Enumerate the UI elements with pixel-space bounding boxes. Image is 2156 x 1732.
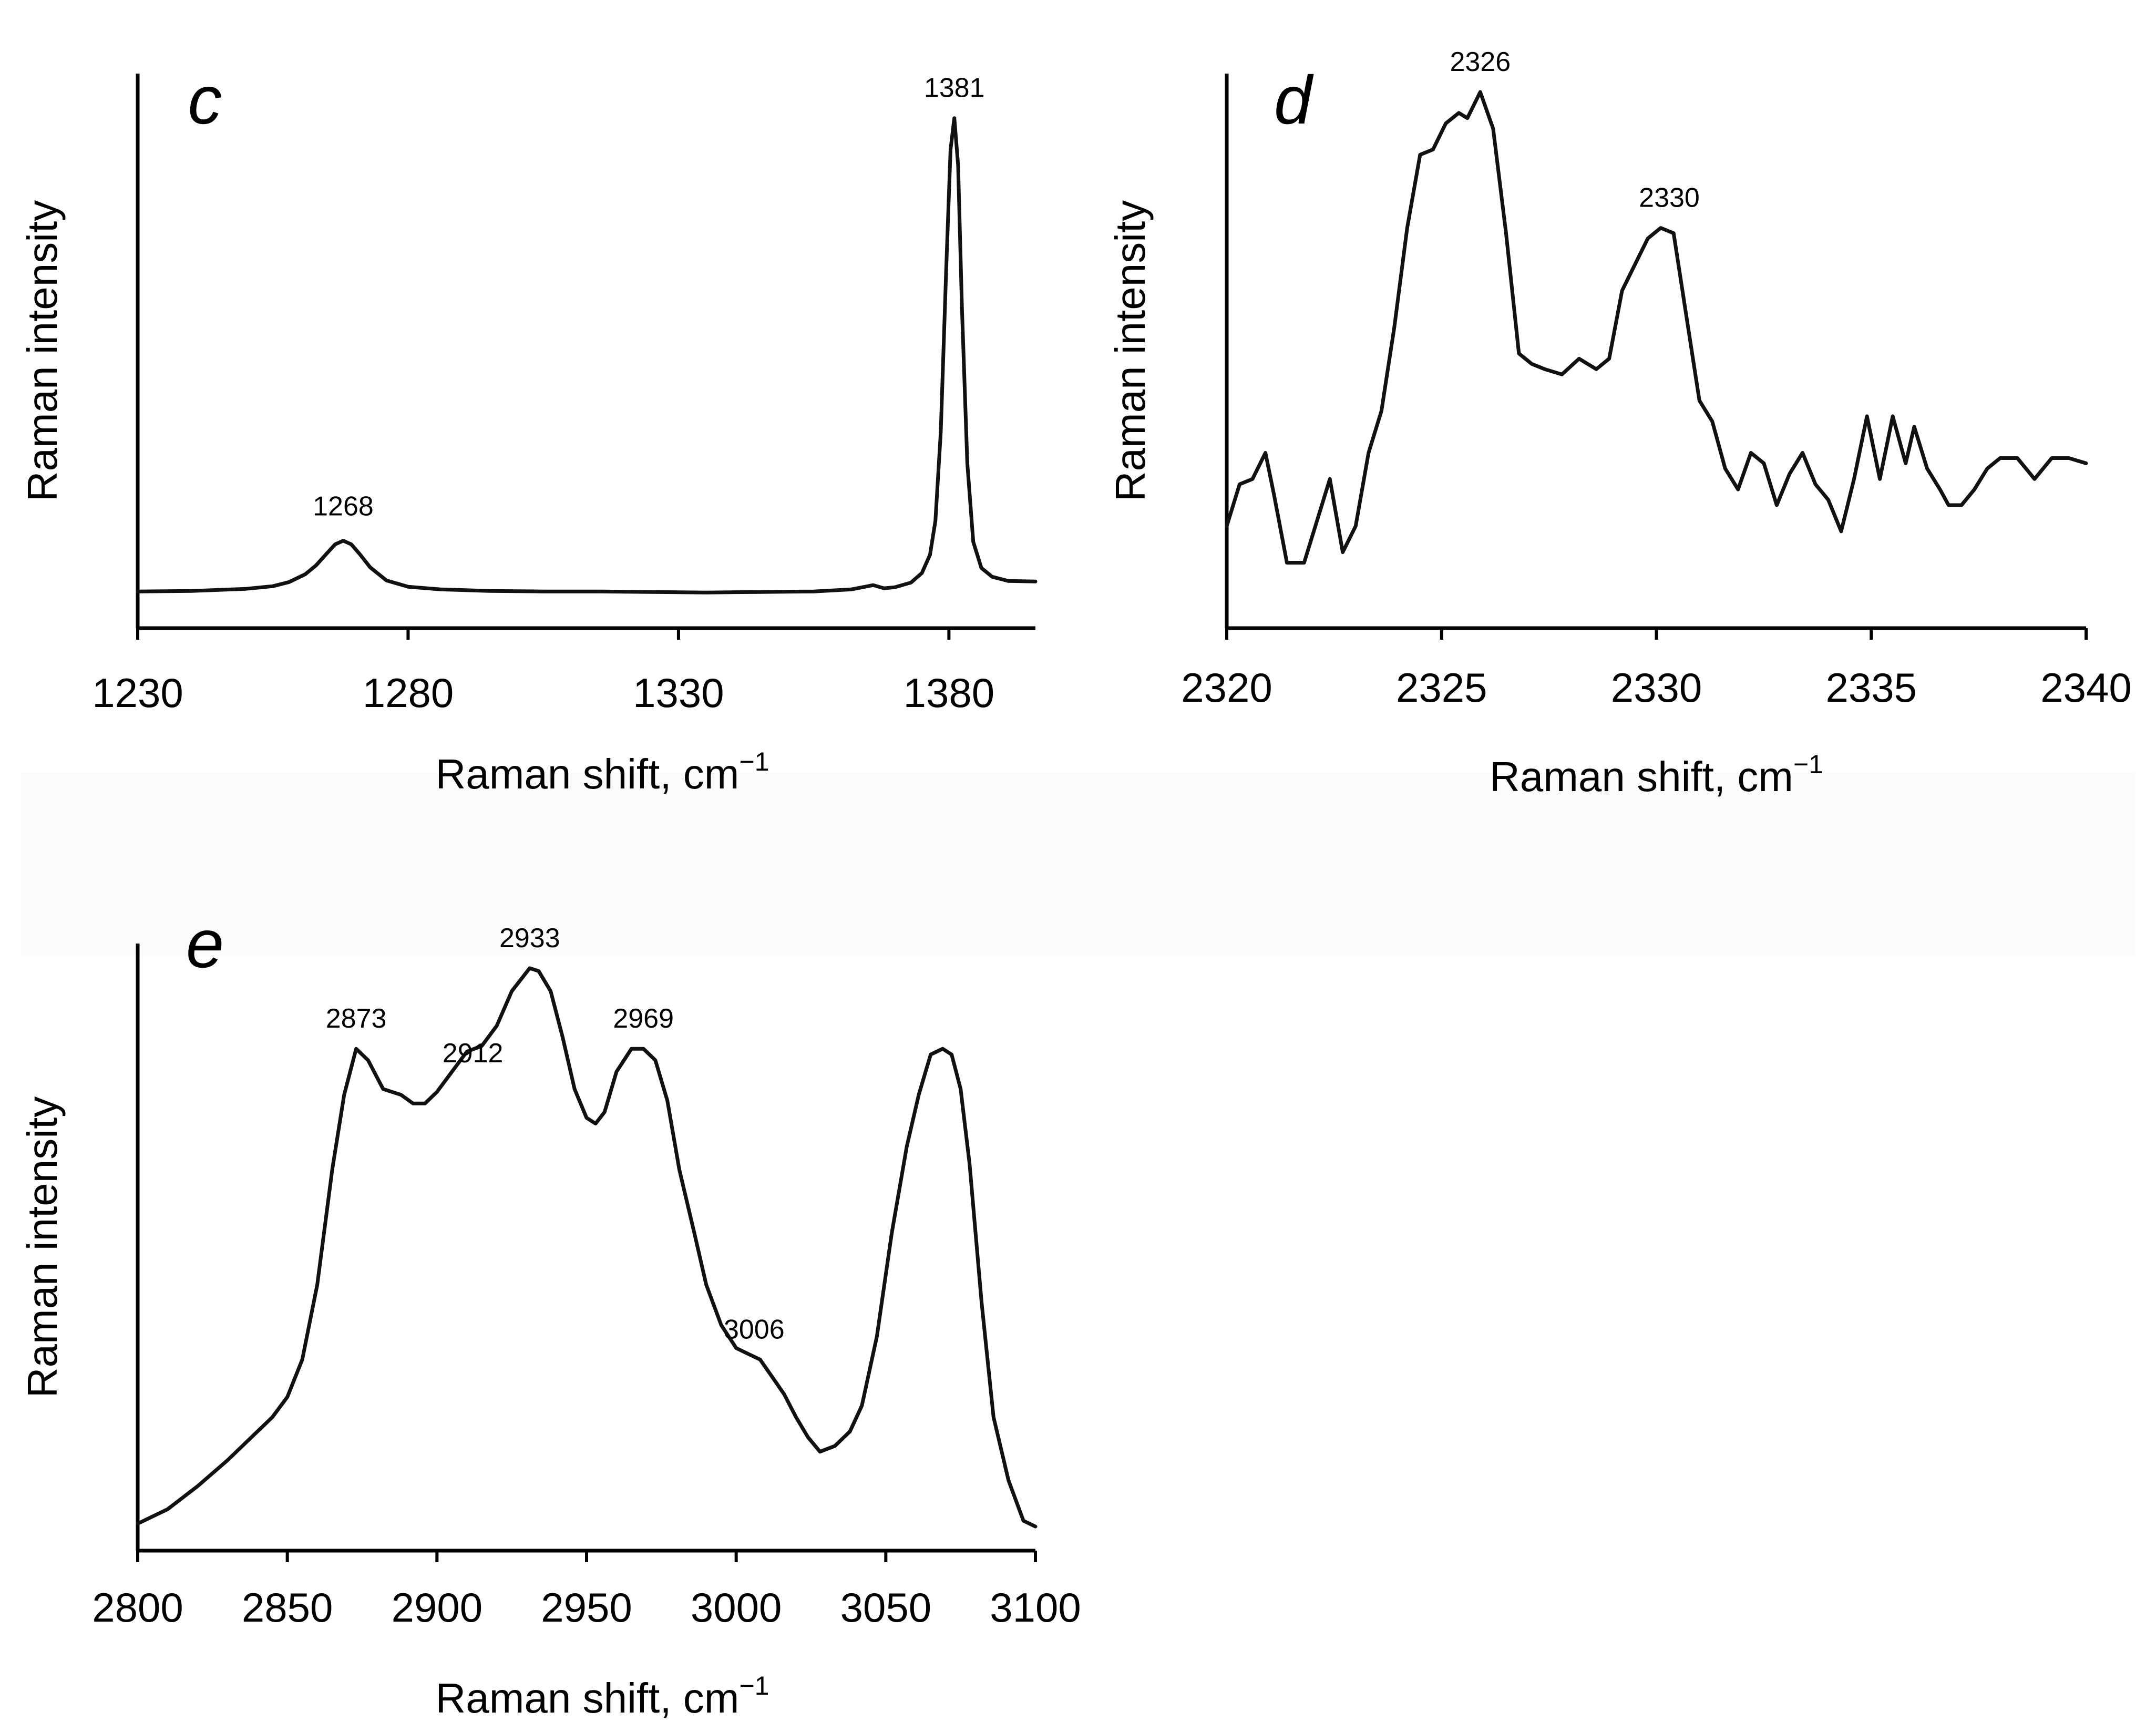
peak-label: 2873 bbox=[326, 1003, 387, 1034]
light-band-background bbox=[21, 773, 2135, 957]
x-tick-label: 1280 bbox=[363, 670, 454, 716]
peak-label: 2330 bbox=[1639, 183, 1700, 213]
series-line-e bbox=[136, 966, 1038, 1529]
x-tick-label: 1380 bbox=[904, 670, 995, 716]
x-axis-label: Raman shift, cm−1 bbox=[436, 1671, 769, 1721]
y-axis-label: Raman intensity bbox=[1107, 200, 1154, 502]
peak-label: 2969 bbox=[613, 1003, 674, 1034]
x-tick-label: 2330 bbox=[1611, 664, 1702, 711]
peak-label: 2912 bbox=[443, 1038, 504, 1069]
x-tick-label: 3050 bbox=[840, 1584, 932, 1631]
panel-e: 2800 2850 2900 2950 3000 3050 3100 e Raman inten… bbox=[19, 905, 1081, 1721]
x-tick-label: 2800 bbox=[92, 1584, 183, 1631]
panel-letter: e bbox=[186, 905, 224, 982]
panel-letter: d bbox=[1274, 62, 1314, 138]
peak-label: 1268 bbox=[313, 491, 374, 522]
peak-label: 2326 bbox=[1450, 47, 1511, 77]
x-tick-label: 2325 bbox=[1396, 664, 1487, 711]
x-tick-label: 2850 bbox=[242, 1584, 333, 1631]
peak-label: 2933 bbox=[499, 923, 560, 954]
x-axis-label-superscript: −1 bbox=[739, 1671, 769, 1700]
x-tick-label: 2900 bbox=[392, 1584, 483, 1631]
x-axis-label-superscript: −1 bbox=[739, 747, 769, 776]
x-tick-label: 2335 bbox=[1825, 664, 1917, 711]
x-tick-label: 3100 bbox=[990, 1584, 1081, 1631]
x-axis-label-superscript: −1 bbox=[1793, 750, 1823, 779]
panel-letter: c bbox=[188, 62, 222, 138]
panel-c: 1230 1280 1330 1380 c Raman intensity Raman sh… bbox=[19, 62, 1038, 797]
panel-d: 2320 2325 2330 2335 2340 d Raman intensity Rama… bbox=[1107, 47, 2132, 800]
series-line-d bbox=[1225, 90, 2088, 565]
x-axis-label: Raman shift, cm−1 bbox=[1490, 750, 1823, 800]
y-axis-label: Raman intensity bbox=[19, 200, 66, 502]
series-line-c bbox=[136, 116, 1038, 595]
x-tick-label: 1330 bbox=[633, 670, 724, 716]
x-tick-label: 2340 bbox=[2040, 664, 2132, 711]
x-axis-label: Raman shift, cm−1 bbox=[436, 747, 769, 797]
x-tick-label: 2950 bbox=[541, 1584, 632, 1631]
x-tick-label: 3000 bbox=[691, 1584, 782, 1631]
x-tick-label: 2320 bbox=[1181, 664, 1272, 711]
peak-label: 1381 bbox=[924, 73, 985, 104]
x-tick-label: 1230 bbox=[92, 670, 183, 716]
y-axis-label: Raman intensity bbox=[19, 1096, 66, 1398]
peak-label: 3006 bbox=[724, 1315, 785, 1345]
